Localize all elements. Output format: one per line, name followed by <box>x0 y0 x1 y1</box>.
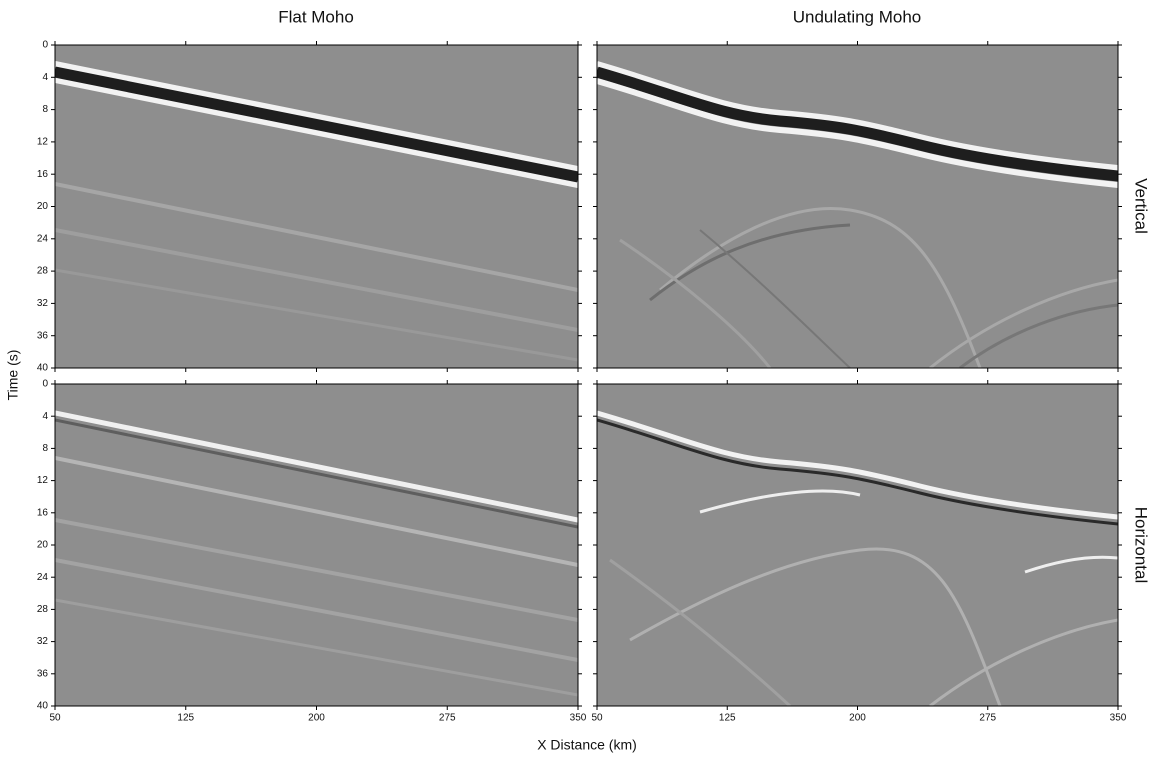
x-tick-label: 50 <box>591 713 603 724</box>
panel-image <box>55 45 578 368</box>
y-tick-label: 40 <box>37 701 49 712</box>
panel-image <box>55 384 578 706</box>
column-title: Undulating Moho <box>793 7 922 26</box>
panel-image <box>597 384 1118 706</box>
column-title: Flat Moho <box>278 7 354 26</box>
y-tick-label: 16 <box>37 169 49 180</box>
row-label: Vertical <box>1132 178 1151 234</box>
y-tick-label: 32 <box>37 636 49 647</box>
y-tick-label: 12 <box>37 475 49 486</box>
x-axis-label: X Distance (km) <box>537 737 637 753</box>
x-tick-label: 275 <box>979 713 996 724</box>
x-tick-label: 200 <box>849 713 866 724</box>
x-tick-label: 350 <box>570 713 587 724</box>
y-tick-label: 16 <box>37 507 49 518</box>
x-tick-label: 200 <box>308 713 325 724</box>
y-tick-label: 8 <box>42 104 48 115</box>
y-tick-label: 4 <box>42 411 48 422</box>
x-tick-label: 350 <box>1110 713 1127 724</box>
y-tick-label: 20 <box>37 540 49 551</box>
x-tick-label: 275 <box>439 713 456 724</box>
y-tick-label: 36 <box>37 668 49 679</box>
y-tick-label: 24 <box>37 572 49 583</box>
y-tick-label: 8 <box>42 443 48 454</box>
y-tick-label: 12 <box>37 137 49 148</box>
x-tick-label: 125 <box>177 713 194 724</box>
y-tick-label: 0 <box>42 40 48 51</box>
row-label: Horizontal <box>1132 507 1151 584</box>
y-tick-label: 40 <box>37 363 49 374</box>
y-tick-label: 4 <box>42 72 48 83</box>
y-tick-label: 36 <box>37 330 49 341</box>
panel-image <box>597 45 1118 368</box>
y-tick-label: 0 <box>42 379 48 390</box>
y-tick-label: 32 <box>37 298 49 309</box>
x-tick-label: 50 <box>49 713 61 724</box>
y-axis-label: Time (s) <box>5 350 21 401</box>
y-tick-label: 20 <box>37 201 49 212</box>
x-tick-label: 125 <box>719 713 736 724</box>
y-tick-label: 28 <box>37 266 49 277</box>
y-tick-label: 28 <box>37 604 49 615</box>
y-tick-label: 24 <box>37 233 49 244</box>
